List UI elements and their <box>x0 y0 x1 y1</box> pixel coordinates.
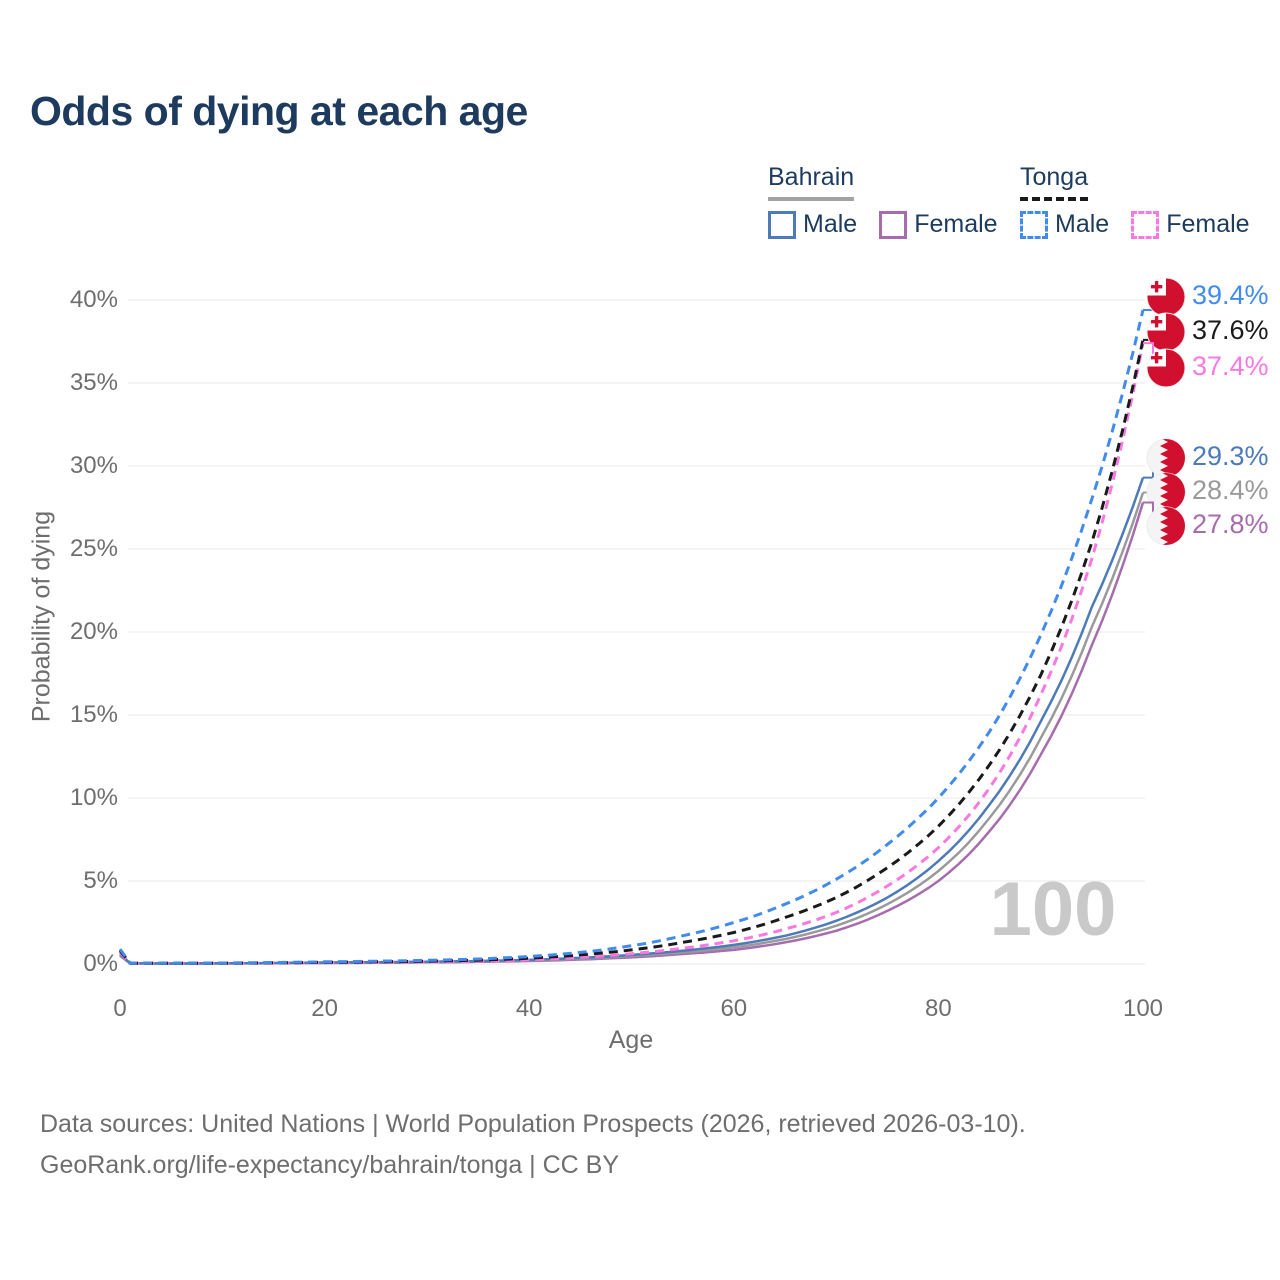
bahrain-female-swatch-icon <box>879 210 908 239</box>
x-tick-label: 60 <box>720 995 748 1022</box>
tonga-male-swatch-icon <box>1020 210 1048 239</box>
legend-item-label: Male <box>1055 210 1110 238</box>
legend-items-tonga: Male Female <box>1020 210 1272 239</box>
y-tick-label: 10% <box>69 784 118 811</box>
end-value-label-bahrain-female: 27.8% <box>1192 509 1269 539</box>
legend-items-bahrain: Male Female <box>768 210 1020 239</box>
page-title: Odds of dying at each age <box>30 88 528 134</box>
footer-datasource: Data sources: United Nations | World Pop… <box>40 1110 1026 1138</box>
x-tick-label: 0 <box>113 995 127 1022</box>
footer: Data sources: United Nations | World Pop… <box>40 1104 1026 1186</box>
plot-svg <box>118 277 1186 965</box>
tonga-flag-icon <box>1146 277 1186 317</box>
series-line-tonga-female[interactable] <box>118 342 1145 965</box>
tonga-female-swatch-icon <box>1131 210 1160 239</box>
legend-country-tonga[interactable]: Tonga <box>1020 163 1089 201</box>
footer-attribution[interactable]: GeoRank.org/life-expectancy/bahrain/tong… <box>40 1151 620 1179</box>
x-axis-title: Age <box>608 1026 654 1054</box>
y-tick-label: 0% <box>83 950 118 977</box>
y-tick-label: 5% <box>83 867 118 894</box>
x-tick-label: 80 <box>925 995 952 1022</box>
legend-item-label: Female <box>914 210 998 238</box>
y-tick-label: 15% <box>69 701 118 728</box>
legend-item-bahrain-male[interactable]: Male <box>768 210 857 239</box>
end-value-label-tonga-male: 39.4% <box>1192 280 1269 310</box>
hovered-age-watermark: 100 <box>989 867 1117 952</box>
legend-item-label: Female <box>1166 210 1250 238</box>
end-value-label-bahrain-male: 29.3% <box>1192 441 1269 471</box>
series-line-tonga-both[interactable] <box>118 339 1145 965</box>
tonga-flag-icon <box>1146 348 1186 388</box>
legend-group-bahrain: Bahrain Male Female <box>768 163 1020 239</box>
y-tick-label: 25% <box>69 535 118 562</box>
bahrain-flag-icon <box>1146 472 1186 512</box>
x-tick-label: 40 <box>515 995 543 1022</box>
legend-country-bahrain[interactable]: Bahrain <box>768 163 855 201</box>
end-value-label-tonga-female: 37.4% <box>1192 351 1269 381</box>
series-line-tonga-male[interactable] <box>118 309 1145 965</box>
y-tick-label: 40% <box>69 286 118 313</box>
legend-item-tonga-female[interactable]: Female <box>1131 210 1250 239</box>
bahrain-male-swatch-icon <box>768 210 796 239</box>
y-axis-title: Probability of dying <box>27 510 56 723</box>
legend-item-tonga-male[interactable]: Male <box>1020 210 1109 239</box>
legend-item-bahrain-female[interactable]: Female <box>879 210 998 239</box>
y-tick-label: 35% <box>69 369 118 396</box>
x-tick-label: 100 <box>1122 995 1164 1022</box>
y-tick-label: 20% <box>69 618 118 645</box>
legend-group-tonga: Tonga Male Female <box>1020 163 1272 239</box>
legend-item-label: Male <box>803 210 858 238</box>
bahrain-flag-icon <box>1146 506 1186 546</box>
end-value-label-tonga-both: 37.6% <box>1192 315 1269 345</box>
y-tick-label: 30% <box>69 452 118 479</box>
end-value-label-bahrain-both: 28.4% <box>1192 475 1269 505</box>
x-tick-label: 20 <box>311 995 338 1022</box>
bahrain-flag-icon <box>1146 438 1186 478</box>
